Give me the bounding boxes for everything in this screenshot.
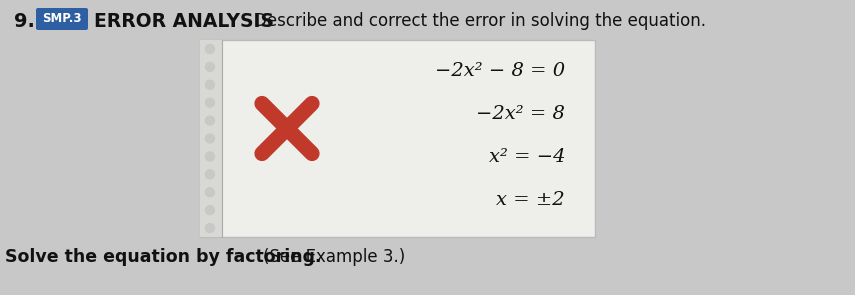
Circle shape [205, 134, 215, 143]
Circle shape [205, 170, 215, 179]
Text: Describe and correct the error in solving the equation.: Describe and correct the error in solvin… [254, 12, 706, 30]
Text: Solve the equation by factoring.: Solve the equation by factoring. [5, 248, 321, 266]
Circle shape [205, 98, 215, 107]
Circle shape [205, 206, 215, 215]
Text: (See Example 3.): (See Example 3.) [263, 248, 405, 266]
Text: SMP.3: SMP.3 [42, 12, 82, 25]
Circle shape [205, 224, 215, 232]
Text: x = ±2: x = ±2 [497, 191, 565, 209]
Text: x² = −4: x² = −4 [488, 148, 565, 166]
Circle shape [205, 80, 215, 89]
Text: −2x² = 8: −2x² = 8 [476, 105, 565, 123]
Circle shape [205, 152, 215, 161]
Circle shape [205, 188, 215, 197]
Text: 9.: 9. [14, 12, 35, 31]
Circle shape [205, 116, 215, 125]
Text: −2x² − 8 = 0: −2x² − 8 = 0 [435, 62, 565, 80]
Bar [200, 40, 595, 237]
Circle shape [205, 62, 215, 71]
Circle shape [205, 45, 215, 53]
FancyBboxPatch shape [36, 8, 88, 30]
Text: ERROR ANALYSIS: ERROR ANALYSIS [94, 12, 274, 31]
Bar [200, 40, 222, 237]
